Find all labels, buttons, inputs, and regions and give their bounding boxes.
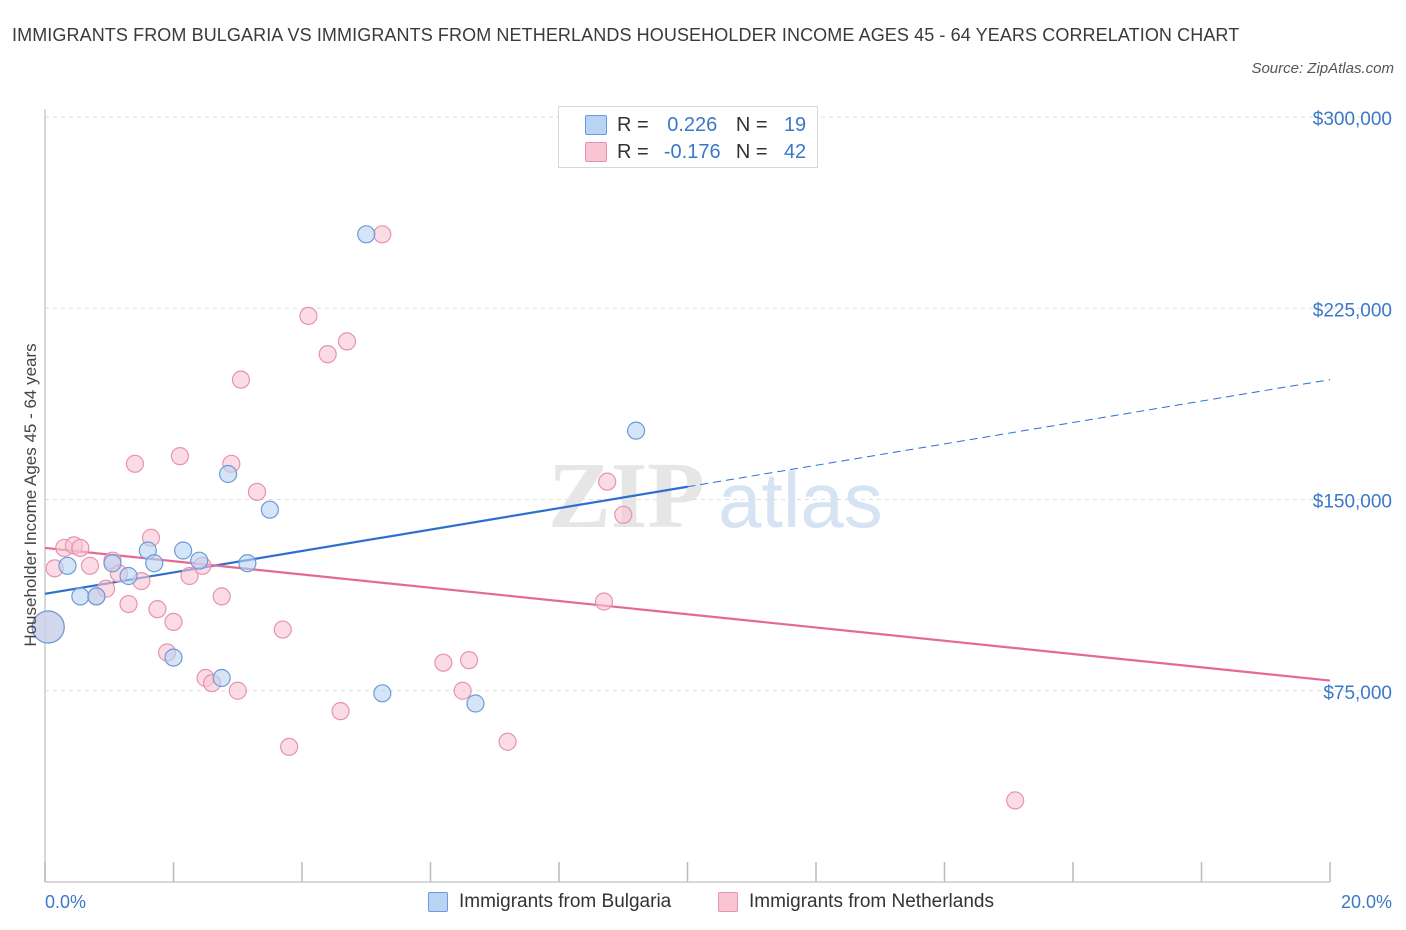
point-bulgaria bbox=[373, 684, 392, 703]
y-tick-label: $225,000 bbox=[1313, 300, 1392, 321]
point-netherlands bbox=[614, 505, 633, 524]
series-swatch-netherlands bbox=[718, 892, 738, 912]
point-netherlands bbox=[1006, 791, 1025, 810]
point-bulgaria bbox=[58, 556, 77, 575]
point-netherlands bbox=[434, 653, 453, 672]
y-tick-label: $150,000 bbox=[1313, 492, 1392, 513]
point-netherlands bbox=[119, 594, 138, 614]
legend-r-value-netherlands: -0.176 bbox=[663, 141, 721, 163]
watermark: ZIP atlas bbox=[548, 444, 883, 548]
point-bulgaria bbox=[31, 610, 65, 644]
point-bulgaria bbox=[219, 464, 238, 484]
series-label-netherlands: Immigrants from Netherlands bbox=[749, 891, 994, 912]
data-points bbox=[31, 225, 1025, 810]
point-netherlands bbox=[231, 370, 251, 389]
point-bulgaria bbox=[626, 421, 646, 440]
legend-n-label: N = bbox=[735, 114, 768, 136]
legend-r-label: R = bbox=[617, 141, 649, 163]
point-bulgaria bbox=[357, 225, 376, 244]
point-netherlands bbox=[459, 651, 479, 670]
point-netherlands bbox=[453, 681, 472, 700]
gridlines bbox=[45, 116, 1390, 692]
point-netherlands bbox=[170, 447, 190, 466]
point-netherlands bbox=[247, 482, 267, 501]
point-netherlands bbox=[228, 681, 247, 700]
trend-line-bulgaria bbox=[44, 485, 688, 595]
point-netherlands bbox=[598, 472, 617, 491]
x-tick-label-max: 20.0% bbox=[1341, 892, 1392, 912]
y-axis-label: Householder Income Ages 45 - 64 years bbox=[21, 343, 40, 646]
point-netherlands bbox=[80, 556, 100, 575]
point-netherlands bbox=[331, 702, 350, 721]
y-tick-label: $75,000 bbox=[1323, 683, 1392, 704]
chart-title: IMMIGRANTS FROM BULGARIA VS IMMIGRANTS F… bbox=[12, 25, 1240, 45]
point-netherlands bbox=[498, 732, 517, 751]
point-netherlands bbox=[280, 737, 299, 756]
point-netherlands bbox=[373, 225, 392, 244]
trend-line-netherlands bbox=[44, 546, 1331, 682]
point-netherlands bbox=[164, 612, 183, 632]
point-netherlands bbox=[594, 592, 614, 611]
point-bulgaria bbox=[190, 551, 209, 570]
point-netherlands bbox=[180, 566, 199, 586]
point-bulgaria bbox=[71, 587, 90, 606]
source-label: Source: ZipAtlas.com bbox=[1251, 60, 1394, 77]
point-netherlands bbox=[148, 600, 167, 619]
legend-n-value-bulgaria: 19 bbox=[783, 114, 807, 136]
point-bulgaria bbox=[174, 541, 193, 560]
point-bulgaria bbox=[119, 566, 138, 586]
legend-n-value-netherlands: 42 bbox=[783, 141, 807, 163]
y-tick-label: $300,000 bbox=[1313, 109, 1392, 130]
series-label-bulgaria: Immigrants from Bulgaria bbox=[459, 891, 672, 912]
point-bulgaria bbox=[212, 668, 231, 688]
point-bulgaria bbox=[87, 587, 106, 606]
trend-line-bulgaria-extension bbox=[687, 379, 1331, 488]
point-netherlands bbox=[71, 538, 90, 558]
legend-r-label: R = bbox=[617, 114, 649, 136]
legend-r-value-bulgaria: 0.226 bbox=[667, 114, 718, 136]
point-bulgaria bbox=[164, 648, 183, 667]
point-bulgaria bbox=[466, 694, 485, 713]
point-netherlands bbox=[337, 332, 357, 351]
legend-swatch-netherlands bbox=[585, 142, 607, 162]
trend-lines bbox=[44, 379, 1331, 682]
x-tick-label-min: 0.0% bbox=[45, 892, 86, 912]
point-netherlands bbox=[318, 345, 337, 364]
series-swatch-bulgaria bbox=[428, 892, 448, 912]
point-netherlands bbox=[212, 587, 231, 606]
point-netherlands bbox=[125, 454, 145, 473]
y-tick-labels: $75,000 $150,000 $225,000 $300,000 bbox=[1313, 109, 1392, 704]
legend-n-label: N = bbox=[735, 141, 768, 163]
point-bulgaria bbox=[260, 500, 279, 519]
point-netherlands bbox=[273, 620, 292, 639]
series-legend: Immigrants from Bulgaria Immigrants from… bbox=[0, 888, 1406, 916]
point-bulgaria bbox=[238, 554, 257, 573]
watermark-atlas: atlas bbox=[718, 456, 883, 544]
legend-swatch-bulgaria bbox=[585, 115, 607, 135]
point-netherlands bbox=[299, 306, 318, 325]
point-bulgaria bbox=[103, 554, 122, 573]
axes bbox=[44, 109, 1331, 883]
correlation-legend: R = 0.226 N = 19 R = -0.176 N = 42 bbox=[558, 106, 818, 168]
point-bulgaria bbox=[145, 554, 164, 573]
